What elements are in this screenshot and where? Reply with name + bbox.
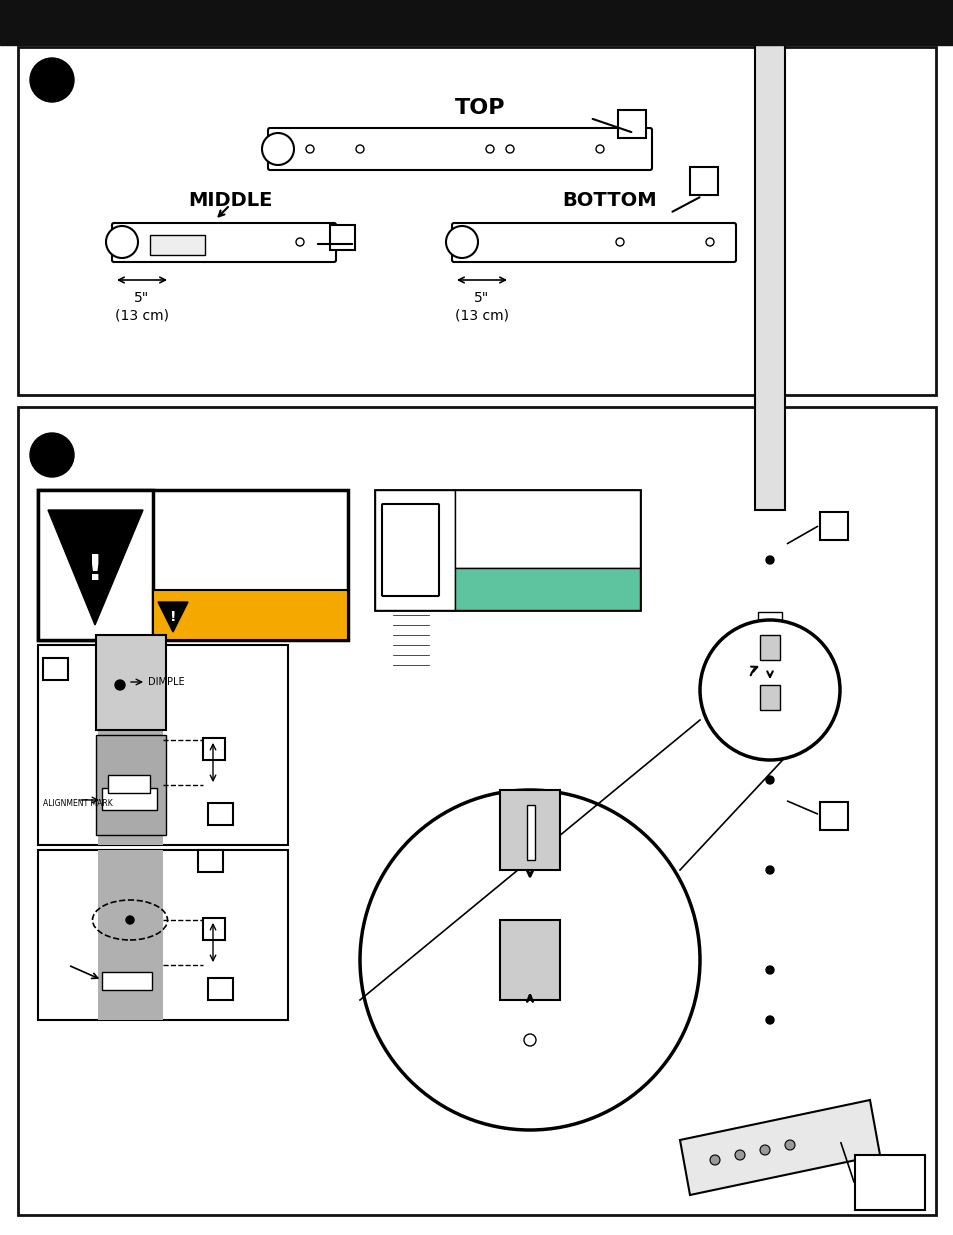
Circle shape	[765, 1016, 773, 1024]
Circle shape	[505, 144, 514, 153]
Bar	[208, 978, 233, 1000]
Circle shape	[115, 680, 125, 690]
Circle shape	[616, 238, 623, 246]
Bar	[102, 972, 152, 990]
Circle shape	[359, 790, 700, 1130]
Circle shape	[765, 866, 773, 874]
Circle shape	[30, 58, 74, 103]
FancyBboxPatch shape	[268, 128, 651, 170]
Circle shape	[106, 226, 138, 258]
Circle shape	[700, 620, 840, 760]
Circle shape	[760, 1145, 769, 1155]
Bar	[754, 0, 784, 510]
Bar	[102, 788, 157, 810]
Bar	[43, 658, 68, 680]
Polygon shape	[158, 601, 188, 632]
Circle shape	[705, 238, 713, 246]
Text: DIMPLE: DIMPLE	[148, 677, 185, 687]
Bar	[760, 685, 780, 710]
Bar	[526, 805, 535, 860]
Bar	[760, 635, 780, 659]
Text: (13 cm): (13 cm)	[455, 308, 509, 322]
Bar	[758, 613, 781, 630]
Bar	[98, 645, 163, 845]
Bar	[98, 850, 163, 1020]
Circle shape	[523, 1034, 536, 1046]
Bar	[208, 803, 233, 825]
Text: BOTTOM: BOTTOM	[562, 190, 657, 210]
Text: MIDDLE: MIDDLE	[188, 190, 272, 210]
FancyBboxPatch shape	[381, 504, 438, 597]
Circle shape	[765, 776, 773, 784]
Circle shape	[596, 144, 603, 153]
Bar	[108, 776, 150, 793]
Bar	[38, 850, 288, 1020]
Bar	[330, 225, 355, 249]
Bar	[455, 490, 639, 568]
Circle shape	[765, 966, 773, 974]
Bar	[203, 918, 225, 940]
Bar	[198, 850, 223, 872]
Bar	[203, 739, 225, 760]
Bar	[18, 47, 935, 395]
Circle shape	[784, 1140, 794, 1150]
Circle shape	[30, 433, 74, 477]
Bar	[38, 645, 288, 845]
Bar	[152, 590, 348, 640]
Polygon shape	[48, 510, 143, 625]
Bar	[96, 635, 166, 730]
Bar	[820, 513, 847, 540]
Bar	[689, 167, 718, 195]
FancyBboxPatch shape	[112, 224, 335, 262]
Bar	[96, 735, 166, 835]
Circle shape	[306, 144, 314, 153]
Circle shape	[446, 226, 477, 258]
Text: !: !	[87, 553, 103, 587]
Circle shape	[485, 144, 494, 153]
Bar	[854, 1155, 924, 1210]
FancyBboxPatch shape	[452, 224, 735, 262]
Text: !: !	[170, 610, 176, 624]
Text: (13 cm): (13 cm)	[115, 308, 169, 322]
Text: 1: 1	[43, 68, 61, 91]
Text: TOP: TOP	[455, 98, 505, 119]
Circle shape	[355, 144, 364, 153]
Polygon shape	[679, 1100, 879, 1195]
Circle shape	[765, 697, 773, 704]
Circle shape	[295, 238, 304, 246]
Bar	[38, 490, 348, 640]
Circle shape	[709, 1155, 720, 1165]
Bar	[38, 490, 152, 640]
Circle shape	[765, 556, 773, 564]
Bar	[375, 490, 639, 610]
Bar	[18, 408, 935, 1215]
Bar	[820, 802, 847, 830]
Text: 5": 5"	[474, 291, 489, 305]
Circle shape	[734, 1150, 744, 1160]
Bar	[0, 0, 953, 44]
Bar	[618, 110, 645, 138]
Text: ALIGNMENT MARK: ALIGNMENT MARK	[43, 799, 112, 808]
Bar	[150, 235, 205, 254]
Bar	[499, 920, 559, 1000]
Text: 5": 5"	[134, 291, 150, 305]
Circle shape	[262, 133, 294, 165]
Bar	[455, 568, 639, 610]
Circle shape	[126, 916, 133, 924]
Bar	[499, 790, 559, 869]
Bar	[375, 490, 455, 610]
